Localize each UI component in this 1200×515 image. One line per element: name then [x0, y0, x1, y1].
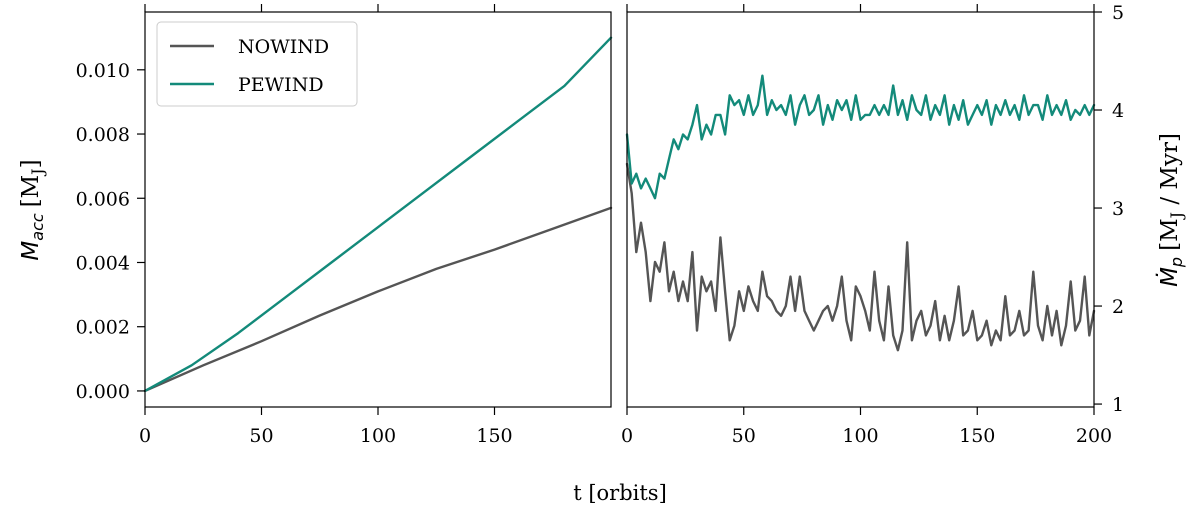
left-y-tick-label: 0.006	[76, 188, 130, 210]
right-y-tick-label: 3	[1112, 198, 1124, 220]
left-axis-ticks: 0 50 100 150 0.000 0.002 0.004 0.006 0.008 0.010	[76, 4, 513, 447]
right-y-tick-label: 2	[1112, 296, 1124, 318]
left-x-tick-label: 50	[249, 425, 273, 447]
right-x-tick-label: 150	[959, 425, 995, 447]
right-plot-frame	[626, 11, 1095, 408]
left-y-tick-label: 0.008	[76, 124, 130, 146]
left-x-tick-label: 150	[476, 425, 512, 447]
left-panel: 0 50 100 1500.0000.0020.0040.0060.0080.010 …	[18, 4, 613, 447]
left-y-tick-label: 0.000	[76, 381, 130, 403]
legend: NOWIND PEWIND	[156, 21, 358, 107]
left-y-tick-label: 0.002	[76, 317, 130, 339]
right-y-axis-label: Ṁp[MJ / Myr]	[1155, 133, 1186, 287]
right-series-group	[625, 74, 1096, 352]
right-x-tick-label: 0	[621, 425, 633, 447]
right-x-tick-label: 200	[1076, 425, 1112, 447]
right-y-tick-label: 5	[1112, 2, 1124, 24]
right-series-nowind-line	[625, 162, 1096, 352]
left-series-nowind-line	[143, 206, 613, 393]
right-x-tick-label: 100	[842, 425, 878, 447]
left-series-group	[143, 36, 613, 393]
left-y-axis-label: Macc[MJ]	[18, 159, 47, 260]
left-series-pewind-line	[143, 36, 613, 393]
right-y-tick-label: 4	[1112, 100, 1124, 122]
left-y-tick-label: 0.010	[76, 60, 130, 82]
x-axis-label: t [orbits]	[573, 481, 667, 505]
right-series-pewind-line	[625, 74, 1096, 200]
left-x-tick-label: 0	[139, 425, 151, 447]
legend-label-pewind: PEWIND	[238, 74, 324, 96]
legend-label-nowind: NOWIND	[238, 36, 329, 58]
right-x-tick-label: 50	[732, 425, 756, 447]
left-y-tick-label: 0.004	[76, 252, 130, 274]
left-x-tick-label: 100	[360, 425, 396, 447]
right-y-tick-label: 1	[1112, 394, 1124, 416]
